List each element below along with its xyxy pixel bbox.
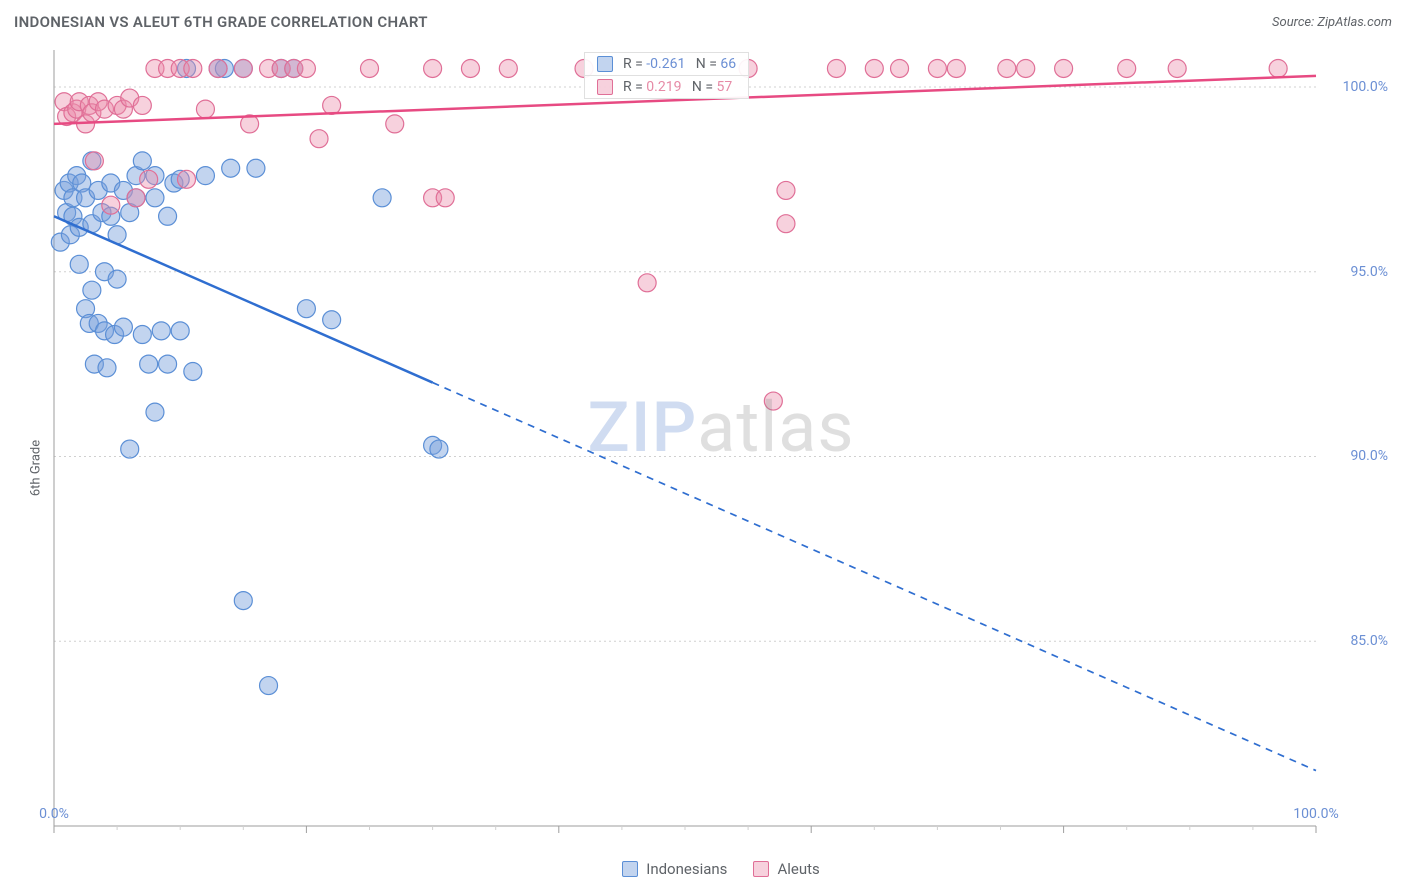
data-point xyxy=(461,59,479,77)
data-point xyxy=(361,59,379,77)
data-point xyxy=(323,96,341,114)
data-point xyxy=(85,152,103,170)
data-point xyxy=(146,189,164,207)
data-point xyxy=(310,130,328,148)
data-point xyxy=(146,403,164,421)
data-point xyxy=(171,322,189,340)
stats-row-indonesians: R = -0.261 N = 66 xyxy=(585,53,748,76)
legend-swatch xyxy=(753,861,769,877)
chart-title: INDONESIAN VS ALEUT 6TH GRADE CORRELATIO… xyxy=(14,13,428,31)
data-point xyxy=(127,189,145,207)
correlation-stats-legend: R = -0.261 N = 66 R = 0.219 N = 57 xyxy=(584,52,749,99)
source-label: Source: ZipAtlas.com xyxy=(1272,15,1392,30)
legend-swatch xyxy=(622,861,638,877)
data-point xyxy=(260,677,278,695)
data-point xyxy=(209,59,227,77)
legend-item: Aleuts xyxy=(753,860,819,878)
data-point xyxy=(133,96,151,114)
stats-text: R = -0.261 N = 66 xyxy=(623,56,736,72)
data-point xyxy=(70,255,88,273)
data-point xyxy=(430,440,448,458)
data-point xyxy=(297,300,315,318)
data-point xyxy=(297,59,315,77)
x-tick-label: 0.0% xyxy=(39,806,69,822)
legend-label: Indonesians xyxy=(646,860,727,878)
stats-row-aleuts: R = 0.219 N = 57 xyxy=(585,76,748,98)
data-point xyxy=(1168,59,1186,77)
data-point xyxy=(234,59,252,77)
data-point xyxy=(323,311,341,329)
data-point xyxy=(133,326,151,344)
data-point xyxy=(764,392,782,410)
data-point xyxy=(1269,59,1287,77)
data-point xyxy=(196,100,214,118)
data-point xyxy=(865,59,883,77)
trend-line-dashed-indonesians xyxy=(433,383,1316,771)
data-point xyxy=(1118,59,1136,77)
data-point xyxy=(891,59,909,77)
y-axis-label: 6th Grade xyxy=(29,440,44,496)
plot-area: 85.0%90.0%95.0%100.0%0.0%100.0%ZIPatlasR… xyxy=(48,44,1394,844)
data-point xyxy=(386,115,404,133)
stats-text: R = 0.219 N = 57 xyxy=(623,79,732,95)
data-point xyxy=(152,322,170,340)
data-point xyxy=(159,355,177,373)
trend-line-indonesians xyxy=(54,216,433,382)
data-point xyxy=(638,274,656,292)
y-tick-label: 95.0% xyxy=(1350,264,1394,280)
data-point xyxy=(1055,59,1073,77)
data-point xyxy=(184,59,202,77)
data-point xyxy=(247,159,265,177)
data-point xyxy=(998,59,1016,77)
y-tick-label: 100.0% xyxy=(1343,79,1394,95)
data-point xyxy=(373,189,391,207)
data-point xyxy=(159,207,177,225)
series-legend: Indonesians Aleuts xyxy=(48,860,1394,878)
data-point xyxy=(108,270,126,288)
data-point xyxy=(114,318,132,336)
chart-container: INDONESIAN VS ALEUT 6TH GRADE CORRELATIO… xyxy=(0,0,1406,892)
legend-swatch xyxy=(597,56,613,72)
data-point xyxy=(827,59,845,77)
y-tick-label: 90.0% xyxy=(1350,448,1394,464)
legend-label: Aleuts xyxy=(777,860,819,878)
legend-swatch xyxy=(597,79,613,95)
data-point xyxy=(436,189,454,207)
legend-item: Indonesians xyxy=(622,860,727,878)
plot-area-wrapper: 6th Grade 85.0% 90.0% 95.0% 100.0% 0.0% 100.0… xyxy=(0,44,1406,892)
data-point xyxy=(102,196,120,214)
y-tick-label: 85.0% xyxy=(1350,633,1394,649)
data-point xyxy=(777,215,795,233)
data-point xyxy=(222,159,240,177)
data-point xyxy=(140,355,158,373)
data-point xyxy=(1017,59,1035,77)
data-point xyxy=(234,592,252,610)
data-point xyxy=(928,59,946,77)
data-point xyxy=(499,59,517,77)
data-point xyxy=(140,170,158,188)
data-point xyxy=(184,362,202,380)
data-point xyxy=(178,170,196,188)
data-point xyxy=(196,167,214,185)
data-point xyxy=(133,152,151,170)
data-point xyxy=(98,359,116,377)
data-point xyxy=(777,181,795,199)
series-aleuts xyxy=(55,59,1287,410)
x-tick-label: 100.0% xyxy=(1293,806,1338,822)
series-indonesians xyxy=(51,59,448,694)
data-point xyxy=(121,440,139,458)
data-point xyxy=(947,59,965,77)
data-point xyxy=(83,281,101,299)
chart-svg xyxy=(48,44,1394,844)
data-point xyxy=(424,59,442,77)
chart-header: INDONESIAN VS ALEUT 6TH GRADE CORRELATIO… xyxy=(0,0,1406,44)
